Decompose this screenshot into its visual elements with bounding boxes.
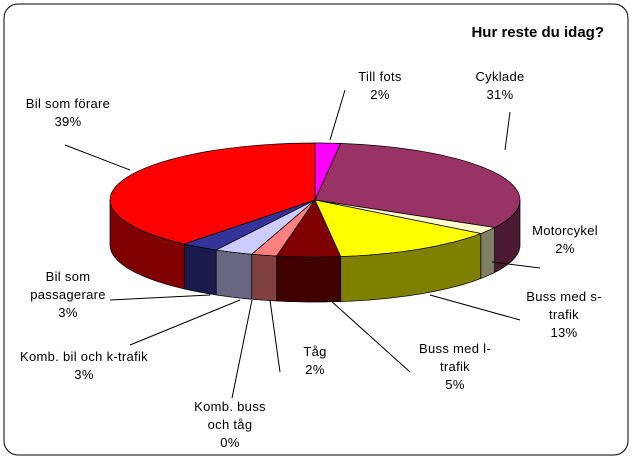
- value-label: 5%: [445, 377, 465, 392]
- leader-line: [329, 299, 411, 373]
- value-label: 0%: [220, 435, 240, 450]
- pie-slice-side: [251, 253, 277, 302]
- leader-line: [129, 299, 241, 346]
- slice-label: Komb. buss och tåg 0%: [182, 398, 278, 452]
- pie-slice-side: [480, 226, 495, 279]
- leader-line: [269, 299, 281, 373]
- category-label: Buss med l-trafik: [419, 341, 491, 374]
- pie-slice-side: [215, 249, 253, 300]
- pie-slice-side: [183, 243, 217, 296]
- category-label: Cyklade: [475, 69, 525, 84]
- value-label: 2%: [370, 87, 390, 102]
- slice-label: Bil som förare 39%: [18, 95, 118, 131]
- value-label: 3%: [58, 305, 78, 320]
- category-label: Bil som passagerare: [30, 269, 106, 302]
- slice-label: Bil som passagerare 3%: [18, 268, 118, 322]
- pie-slice: [275, 199, 342, 258]
- chart-title: Hur reste du idag?: [471, 24, 604, 41]
- value-label: 2%: [555, 241, 575, 256]
- pie-slice: [314, 199, 483, 257]
- slice-label: Till fots 2%: [340, 68, 420, 104]
- slice-label: Buss med l-trafik 5%: [405, 340, 505, 394]
- pie-slice: [215, 199, 316, 255]
- category-label: Bil som förare: [25, 96, 111, 111]
- pie-slice: [314, 143, 521, 228]
- category-label: Tåg: [303, 344, 327, 359]
- pie-slice: [109, 142, 316, 245]
- leader-line: [329, 89, 346, 141]
- slice-label: Buss med s-trafik 13%: [514, 288, 614, 342]
- category-label: Buss med s-trafik: [526, 289, 602, 322]
- leader-line: [491, 261, 541, 269]
- category-label: Komb. buss och tåg: [194, 399, 266, 432]
- slice-label: Tåg 2%: [285, 343, 345, 379]
- slice-label: Motorcykel 2%: [526, 222, 604, 258]
- slice-label: Cyklade 31%: [462, 68, 538, 104]
- leader-line: [231, 299, 253, 399]
- category-label: Till fots: [358, 69, 402, 84]
- value-label: 3%: [74, 367, 94, 382]
- leader-line: [64, 144, 131, 171]
- value-label: 2%: [305, 362, 325, 377]
- category-label: Komb. bil och k-trafik: [20, 349, 148, 364]
- value-label: 13%: [550, 325, 578, 340]
- pie-slice-side: [276, 255, 342, 303]
- value-label: 31%: [486, 87, 514, 102]
- leader-line: [109, 294, 211, 301]
- value-label: 39%: [54, 114, 82, 129]
- pie-slice: [314, 199, 495, 234]
- leader-line: [504, 111, 511, 151]
- pie-slice: [183, 199, 316, 251]
- category-label: Motorcykel: [532, 223, 598, 238]
- leader-line: [429, 294, 521, 321]
- slice-label: Komb. bil och k-trafik 3%: [20, 348, 148, 384]
